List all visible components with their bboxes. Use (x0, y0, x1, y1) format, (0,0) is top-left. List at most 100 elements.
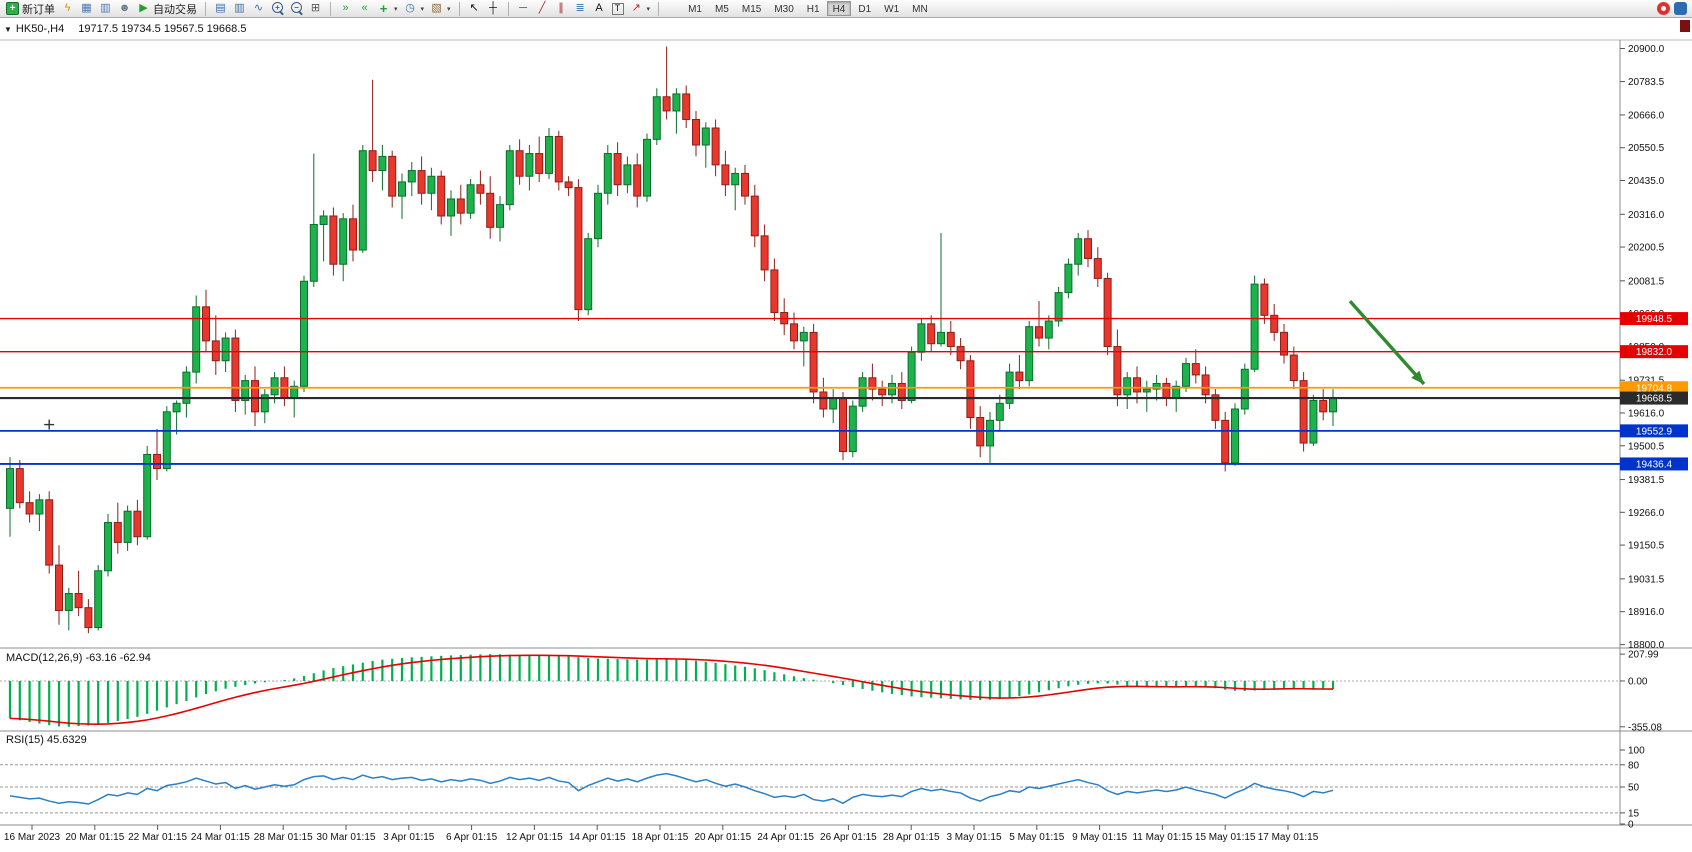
price-tag (1620, 424, 1688, 438)
candle-body (1309, 399, 1318, 444)
record-icon[interactable] (1657, 2, 1670, 15)
candle-body (858, 377, 867, 407)
candle-body (74, 592, 83, 609)
timeframe-m1[interactable]: M1 (688, 4, 702, 15)
candle-body (917, 323, 926, 353)
candle-body (211, 340, 220, 362)
periods-button[interactable]: ◷ ▾ (401, 1, 428, 17)
profile-button[interactable]: ☻ (115, 1, 134, 17)
date-label: 16 Mar 2023 (4, 832, 61, 843)
price-axis-label: 20200.5 (1628, 243, 1665, 254)
zoom-out-button[interactable] (287, 1, 306, 17)
candle-body (339, 218, 348, 265)
collapse-arrow-icon[interactable]: ▼ (4, 25, 12, 34)
candle-body (829, 397, 838, 410)
trend-arrow-head (1411, 370, 1424, 385)
candle-body (927, 323, 936, 345)
line-chart-button[interactable]: ∿ (249, 1, 268, 17)
date-label: 11 May 01:15 (1132, 832, 1192, 843)
macd-axis-label: 0.00 (1628, 676, 1648, 687)
date-label: 14 Apr 01:15 (569, 832, 626, 843)
candle-body (1142, 388, 1151, 393)
timeframe-d1[interactable]: D1 (858, 4, 872, 15)
hline-button[interactable]: ─ (514, 1, 533, 17)
candle-body (878, 388, 887, 396)
toolbar-separator (205, 1, 206, 16)
price-axis-label: 20900.0 (1628, 44, 1665, 55)
trendline-icon: ╱ (538, 2, 546, 14)
chart-windows-button[interactable]: ▦ (77, 1, 96, 17)
toolbar-separator (507, 1, 509, 16)
tile-windows-button[interactable]: ⊞ (306, 1, 325, 17)
price-axis-label: 19616.0 (1628, 408, 1665, 419)
chart-area[interactable]: 20900.0 20783.5 20666.0 20550.5 20435.0 20316… (0, 18, 1692, 852)
market-watch-button[interactable]: ▥ (96, 1, 115, 17)
new-order-button[interactable]: 新订单 (3, 1, 58, 17)
candle-body (270, 377, 279, 396)
chart-shift-button[interactable]: « (355, 1, 374, 17)
timeframe-mn[interactable]: MN (912, 4, 928, 15)
timeframe-h4[interactable]: H4 (826, 1, 852, 16)
candle-body (652, 96, 661, 140)
price-axis-label: 20666.0 (1628, 110, 1665, 121)
candle-body (956, 346, 965, 362)
timeframe-m30[interactable]: M30 (774, 4, 794, 15)
candle-body (398, 181, 406, 197)
cursor-button[interactable]: ↖ (465, 1, 484, 17)
candle-body (574, 187, 583, 311)
candle-body (554, 136, 563, 183)
fibonacci-button[interactable]: ≣ (571, 1, 590, 17)
autotrade-button[interactable]: ▶ 自动交易 (134, 1, 200, 17)
price-axis-label: 19731.5 (1628, 376, 1665, 387)
price-tag (1620, 312, 1688, 326)
toolbar-separator (330, 1, 331, 16)
timeframe-w1[interactable]: W1 (884, 4, 900, 15)
candle-body (153, 453, 161, 470)
candle-body (1329, 397, 1337, 413)
candle-body (456, 198, 465, 214)
candle-body (319, 215, 328, 225)
price-tag-label: 19668.5 (1636, 394, 1673, 405)
candle-body (113, 522, 122, 543)
price-axis-label: 18916.0 (1628, 607, 1665, 618)
candle-body (466, 184, 475, 214)
timeframe-m15[interactable]: M15 (741, 4, 762, 15)
trend-arrow[interactable] (1348, 300, 1426, 386)
candle-body (1162, 382, 1171, 399)
date-label: 18 Apr 01:15 (632, 832, 689, 843)
bar-chart-button[interactable]: ▤ (211, 1, 230, 17)
horizontal-line-icon: ─ (519, 2, 527, 14)
timeframe-h1[interactable]: H1 (806, 4, 820, 15)
price-tag-label: 19948.5 (1636, 314, 1673, 325)
timeframe-m5[interactable]: M5 (714, 4, 729, 15)
templates-button[interactable]: ▧ ▾ (427, 1, 454, 17)
crosshair-button[interactable]: ┼ (484, 1, 503, 17)
app-badge-icon[interactable] (1674, 2, 1687, 15)
date-label: 3 Apr 01:15 (383, 832, 435, 843)
candle-body (55, 564, 63, 612)
autoscroll-button[interactable]: » (336, 1, 355, 17)
candle-chart-button[interactable]: ▥ (230, 1, 249, 17)
flash-button[interactable]: ϟ (58, 1, 77, 17)
candle-body (1182, 363, 1190, 387)
channel-button[interactable]: ∥ (552, 1, 571, 17)
text-button[interactable]: A (590, 1, 609, 17)
arrows-button[interactable]: ↗ ▾ (627, 1, 654, 17)
fibonacci-icon: ≣ (575, 2, 585, 14)
candle-body (937, 331, 945, 345)
indicators-button[interactable]: + ▾ (374, 1, 401, 17)
profile-icon: ☻ (118, 2, 131, 14)
candle-body (1201, 374, 1210, 396)
candle-body (486, 192, 495, 228)
date-label: 15 May 01:15 (1195, 832, 1256, 843)
chart-canvas[interactable]: 20900.0 20783.5 20666.0 20550.5 20435.0 20316… (0, 18, 1692, 852)
zoom-in-button[interactable] (268, 1, 287, 17)
candle-body (995, 402, 1004, 421)
textlabel-button[interactable]: T (609, 1, 627, 17)
timeframe-buttons: M1 M5 M15 M30 H1 H4 D1 W1 MN (682, 1, 934, 16)
trendline-button[interactable]: ╱ (533, 1, 552, 17)
candle-body (672, 93, 681, 112)
candle-body (1221, 419, 1230, 464)
candle-body (1113, 346, 1122, 396)
